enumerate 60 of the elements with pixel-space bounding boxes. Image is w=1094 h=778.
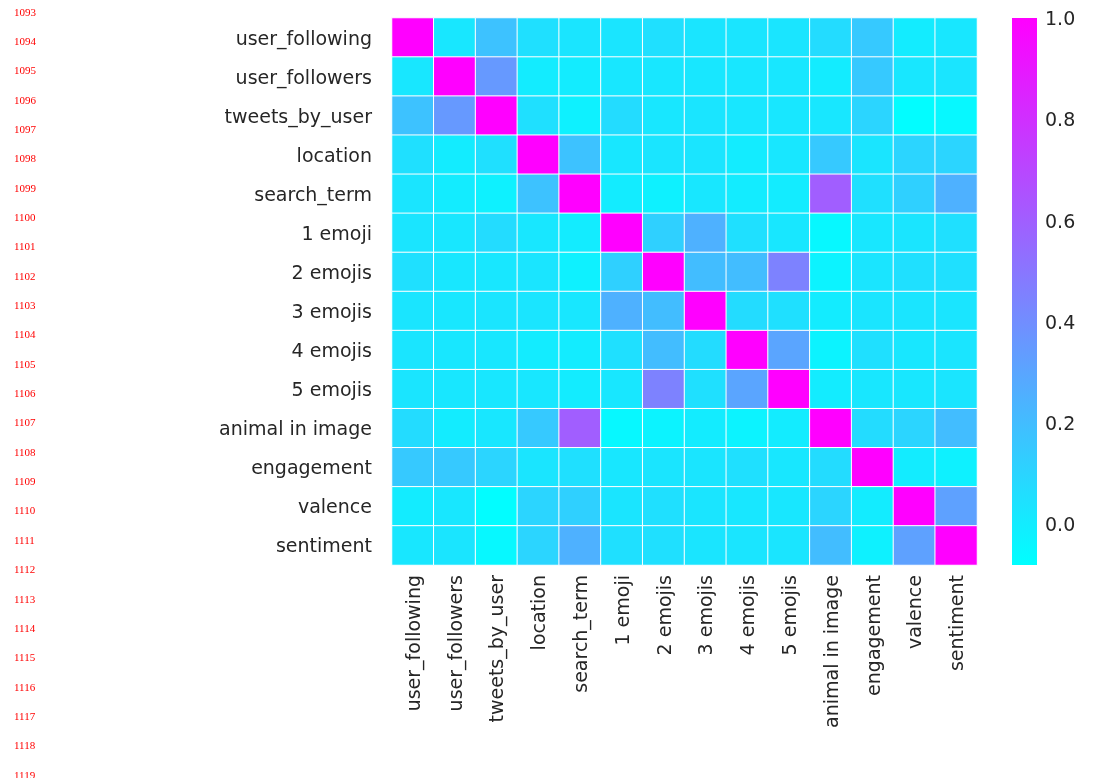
x-tick-label: 4 emojis <box>736 575 759 656</box>
text: 1116 <box>14 680 36 693</box>
x-tick-label: search_term <box>569 575 593 693</box>
text: 1112 <box>14 563 36 576</box>
x-tick-label: 2 emojis <box>652 575 675 656</box>
text: 1114 <box>14 621 36 634</box>
x-tick-label: location <box>527 575 550 651</box>
x-tick-label: user_followers <box>443 575 467 712</box>
x-tick-label: 1 emoji <box>610 575 633 646</box>
y-tick-label: 1 emoji <box>301 221 372 244</box>
x-tick-label: 5 emojis <box>777 575 800 656</box>
text: 1106 <box>14 387 37 400</box>
text: 1119 <box>14 768 36 778</box>
text: 1117 <box>14 709 36 722</box>
color-bar-label: 0.2 <box>1045 412 1076 435</box>
y-tick-label: 4 emojis <box>291 339 372 362</box>
text: 1099 <box>14 181 37 194</box>
text: 1110 <box>14 504 36 517</box>
text: 1097 <box>14 122 37 135</box>
text: 1102 <box>14 269 36 282</box>
text: 1118 <box>14 739 36 752</box>
y-tick-label: 2 emojis <box>291 260 372 283</box>
x-tick-label: animal in image <box>819 575 842 728</box>
text: 1105 <box>14 357 37 370</box>
text: 1103 <box>14 299 37 311</box>
y-tick-label: sentiment <box>275 534 372 557</box>
y-tick-label: valence <box>297 495 372 518</box>
text: 1098 <box>14 152 37 165</box>
x-tick-label: engagement <box>861 575 884 696</box>
text: 1111 <box>14 533 35 546</box>
text: 1104 <box>14 328 37 341</box>
y-tick-label: 5 emojis <box>291 378 372 401</box>
y-tick-label: location <box>296 143 372 166</box>
text: 1093 <box>14 5 37 18</box>
color-bar-label: 1.0 <box>1045 7 1076 29</box>
y-tick-label: search_term <box>254 182 372 206</box>
text: 1107 <box>14 416 37 429</box>
y-tick-label: engagement <box>251 456 372 479</box>
text: 1113 <box>14 592 36 605</box>
text: 1101 <box>14 240 36 253</box>
color-bar-label: 0.4 <box>1045 310 1076 333</box>
text: 1115 <box>14 651 36 664</box>
text: 1109 <box>14 475 37 488</box>
x-tick-label: 3 emojis <box>694 575 717 656</box>
y-tick-label: 3 emojis <box>291 300 372 323</box>
text: 1096 <box>14 93 37 106</box>
text: 1095 <box>14 64 37 77</box>
text: 1094 <box>14 34 37 47</box>
text: 1108 <box>14 445 37 458</box>
y-tick-label: animal in image <box>219 417 372 440</box>
x-tick-label: tweets_by_user <box>485 574 509 723</box>
color-bar-label: 0.6 <box>1045 209 1076 232</box>
color-bar-label: 0.8 <box>1045 108 1076 131</box>
x-tick-label: sentiment <box>945 575 968 672</box>
color-bar-label: 0.0 <box>1045 513 1076 536</box>
y-tick-label: tweets_by_user <box>224 104 373 128</box>
y-tick-label: user_following <box>235 26 372 50</box>
x-tick-label: valence <box>903 575 926 650</box>
y-tick-label: user_followers <box>235 65 372 89</box>
text: 1100 <box>14 210 37 223</box>
